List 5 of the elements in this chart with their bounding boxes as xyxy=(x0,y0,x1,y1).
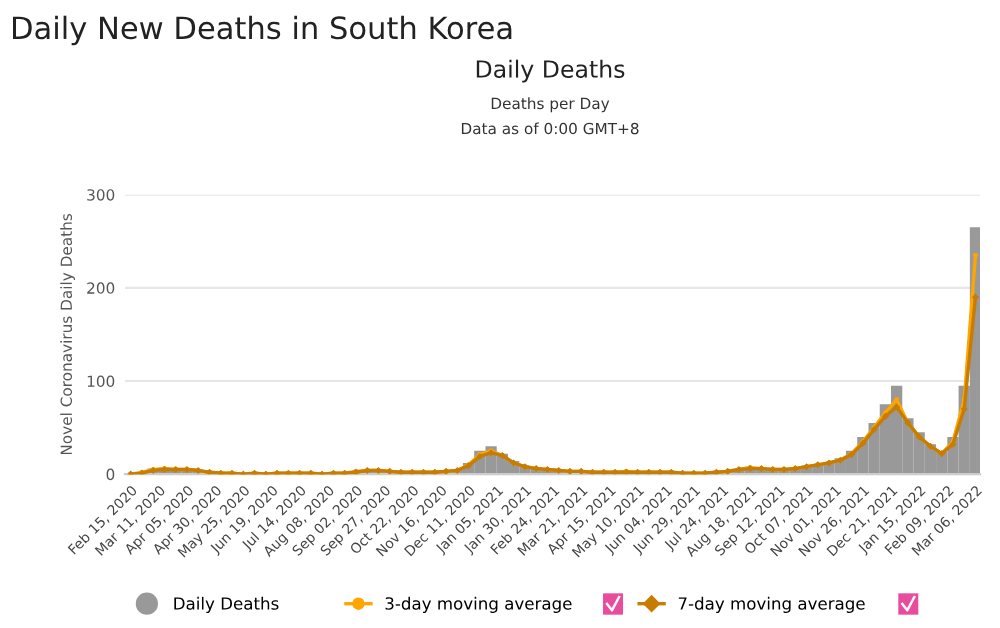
legend-label: 7-day moving average xyxy=(678,596,865,613)
legend-label: 3-day moving average xyxy=(385,596,572,613)
legend-label: Daily Deaths xyxy=(174,596,279,613)
chart-title: Daily New Deaths in South Korea xyxy=(13,15,512,46)
chart-subtitle: Daily Deaths xyxy=(476,59,625,83)
